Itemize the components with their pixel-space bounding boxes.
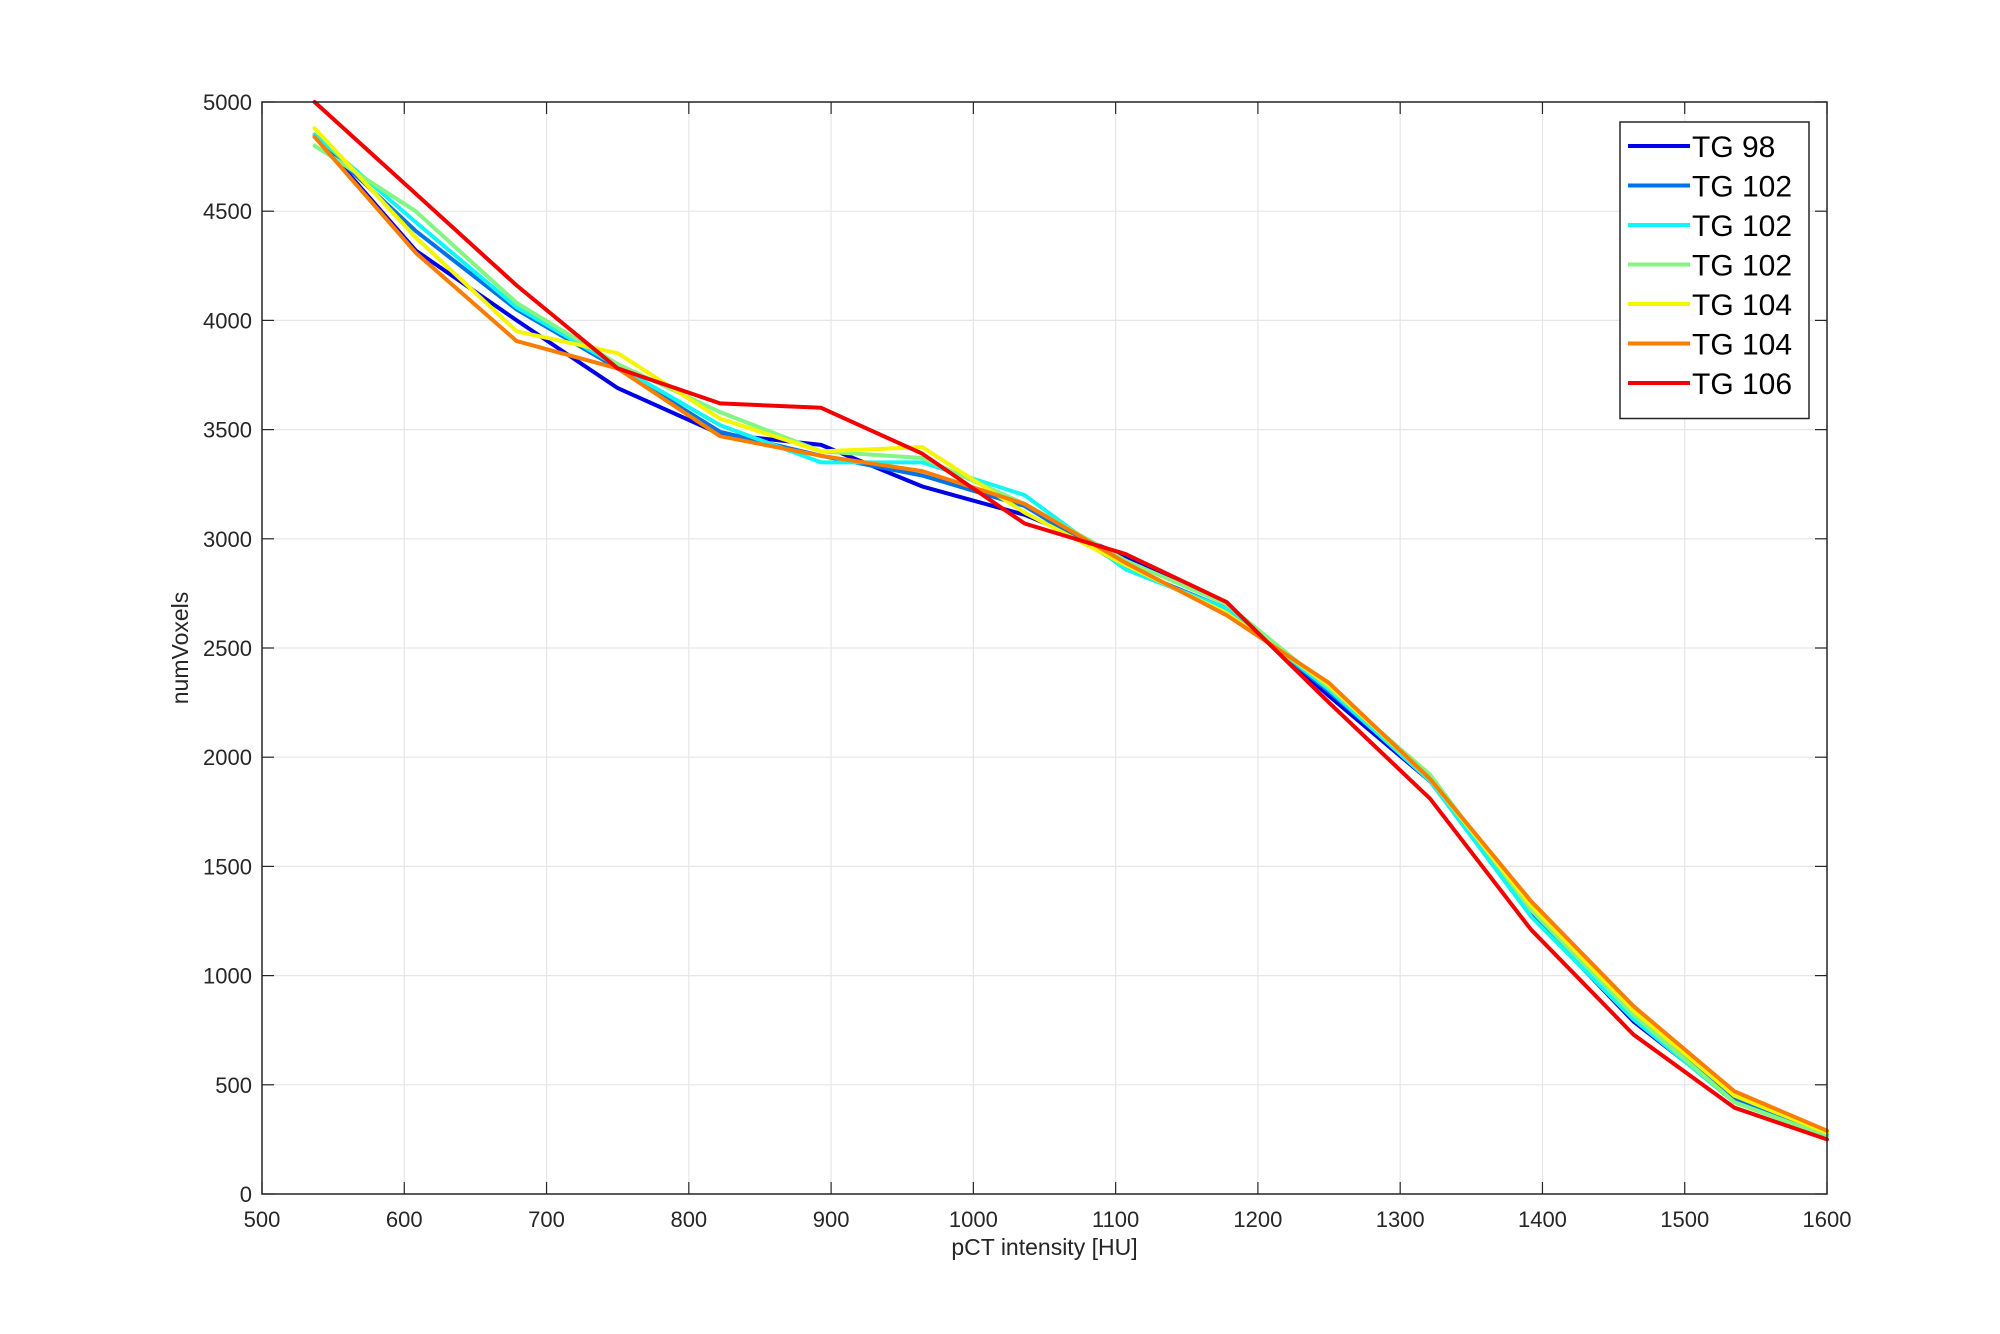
x-tick-label: 800 [670,1207,707,1232]
y-axis-title: numVoxels [167,592,193,705]
legend: TG 98 TG 102 TG 102 TG 102 TG 104 TG 104 TG 10… [1619,121,1810,420]
y-tick-label: 500 [215,1073,252,1098]
series-lines [312,100,1829,1142]
legend-label: TG 102 [1692,250,1792,283]
x-tick-label: 700 [528,1207,565,1232]
y-tick-label: 1500 [203,854,252,879]
x-tick-label: 1500 [1660,1207,1709,1232]
legend-label: TG 102 [1692,171,1792,204]
grid [261,101,1828,1195]
legend-label: TG 102 [1692,210,1792,243]
y-tick-label: 2500 [203,636,252,661]
x-tick-label: 900 [813,1207,850,1232]
x-tick-labels: 500 600 700 800 900 1000 1100 1200 1300 1400 1500 1… [244,1207,1852,1232]
y-tick-label: 0 [240,1182,252,1207]
x-tick-label: 1600 [1803,1207,1852,1232]
x-tick-label: 500 [244,1207,281,1232]
series-line-6 [312,134,1829,1133]
x-axis-title: pCT intensity [HU] [951,1234,1137,1260]
x-tick-label: 1200 [1233,1207,1282,1232]
legend-label: TG 104 [1692,329,1792,362]
y-tick-label: 3500 [203,418,252,443]
legend-label: TG 106 [1692,368,1792,401]
x-tick-label: 1100 [1092,1207,1139,1232]
legend-box [1619,121,1810,420]
y-tick-label: 3000 [203,527,252,552]
legend-label: TG 104 [1692,289,1792,322]
y-tick-label: 1000 [203,964,252,989]
plot-frame [261,101,1828,1195]
legend-label: TG 98 [1692,131,1775,164]
x-tick-label: 1400 [1518,1207,1567,1232]
x-tick-label: 600 [386,1207,423,1232]
x-tick-label: 1000 [949,1207,998,1232]
y-tick-label: 4500 [203,199,252,224]
y-tick-labels: 0 500 1000 1500 2000 2500 3000 3500 4000 4500 5000 [203,90,252,1207]
y-tick-label: 2000 [203,745,252,770]
x-tick-label: 1300 [1376,1207,1425,1232]
series-line-7 [312,100,1829,1142]
y-tick-label: 5000 [203,90,252,115]
y-tick-label: 4000 [203,308,252,333]
